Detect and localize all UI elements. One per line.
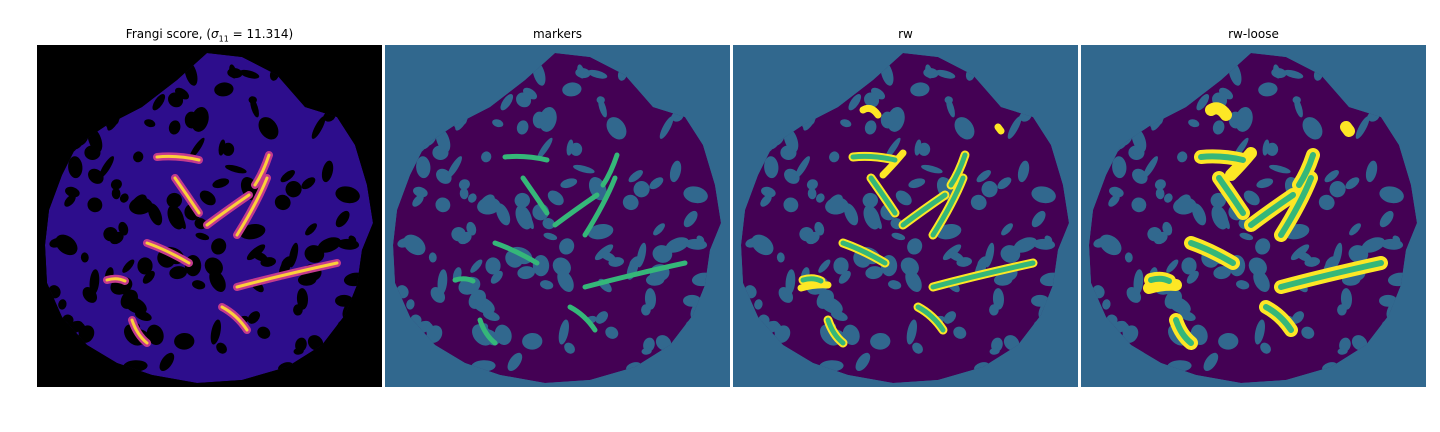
markers-panel-title: markers	[532, 27, 583, 41]
frangi-score-image	[37, 45, 382, 387]
rw-loose-panel-title: rw-loose	[1228, 27, 1279, 41]
rw-image	[733, 45, 1078, 387]
frangi-panel-title: Frangi score, (σ11 = 11.314)	[125, 27, 294, 44]
markers-image	[385, 45, 730, 387]
rw-loose-image	[1081, 45, 1426, 387]
rw-panel-title: rw	[898, 27, 913, 41]
